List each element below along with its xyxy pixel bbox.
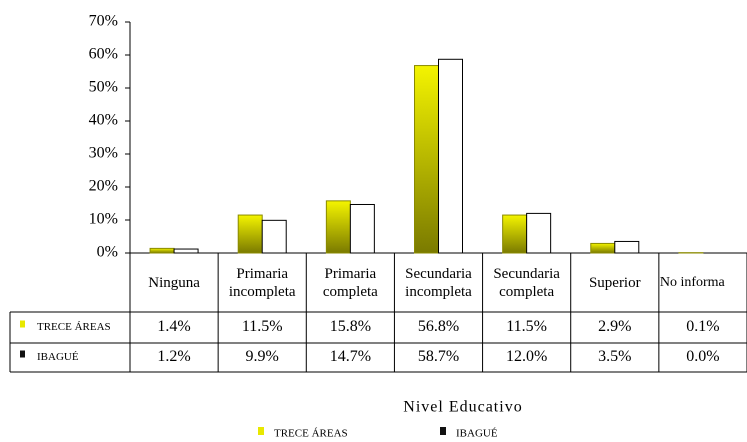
y-tick-label: 20%	[89, 178, 118, 195]
category-label: Secundaria incompleta	[405, 265, 472, 300]
bar	[414, 65, 439, 254]
legend-marker	[20, 350, 25, 358]
table-value: 0.0%	[686, 348, 719, 365]
table-value: 3.5%	[598, 348, 631, 365]
table-value: 2.9%	[598, 318, 631, 335]
category-label: Ninguna	[148, 274, 200, 291]
bar	[173, 248, 199, 254]
table-value: 15.8%	[330, 318, 371, 335]
legend-label: TRECE ÁREAS	[274, 428, 348, 440]
x-axis-title: Nivel Educativo	[403, 399, 522, 416]
bar	[349, 203, 375, 254]
table-value: 12.0%	[506, 348, 547, 365]
bar	[526, 212, 552, 254]
y-tick-label: 70%	[89, 13, 118, 30]
row-label: TRECE ÁREAS	[37, 321, 111, 333]
bar	[237, 214, 263, 254]
category-label: Superior	[588, 274, 641, 291]
legend-marker	[258, 427, 264, 435]
table-value: 56.8%	[418, 318, 459, 335]
table-value: 0.1%	[686, 318, 719, 335]
legend-marker	[440, 427, 446, 435]
category-label: No informa	[659, 274, 725, 290]
bar	[614, 240, 640, 254]
bar	[325, 200, 351, 254]
category-label: Primaria incompleta	[228, 265, 296, 300]
bar	[149, 247, 175, 254]
table-value: 1.2%	[157, 348, 190, 365]
y-tick-label: 60%	[89, 46, 118, 63]
bar	[590, 242, 616, 254]
legend-marker	[20, 320, 25, 328]
table-value: 14.7%	[330, 348, 371, 365]
table-value: 9.9%	[246, 348, 279, 365]
category-label: Secundaria completa	[493, 265, 560, 300]
legend-label: IBAGUÉ	[456, 428, 498, 440]
bar	[438, 58, 463, 254]
category-label: Primaria completa	[322, 265, 378, 300]
y-tick-label: 0%	[97, 244, 118, 261]
table-value: 11.5%	[242, 318, 283, 335]
y-tick-label: 30%	[89, 145, 118, 162]
y-tick-label: 10%	[89, 211, 118, 228]
y-tick-label: 50%	[89, 79, 118, 96]
y-tick-label: 40%	[89, 112, 118, 129]
table-value: 11.5%	[506, 318, 547, 335]
bar	[261, 219, 287, 254]
bar	[502, 214, 528, 254]
table-value: 58.7%	[418, 348, 459, 365]
table-value: 1.4%	[157, 318, 190, 335]
row-label: IBAGUÉ	[37, 351, 79, 363]
